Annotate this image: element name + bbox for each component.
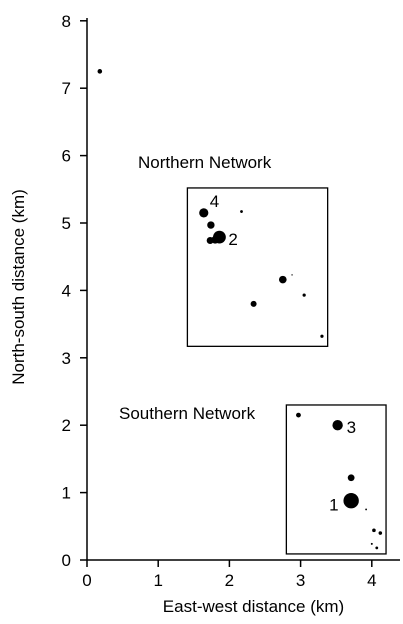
data-point: [343, 492, 359, 509]
y-tick-label: 5: [62, 214, 71, 233]
data-point: [279, 275, 287, 284]
x-tick-label: 1: [153, 571, 162, 590]
data-point: [378, 531, 383, 535]
y-tick-label: 2: [62, 416, 71, 435]
data-point: [250, 300, 257, 307]
data-point: [296, 412, 301, 418]
data-point: [365, 508, 368, 511]
y-axis-ticks: 0 1 2 3 4 5 6 7 8: [62, 12, 87, 570]
point-label: 1: [329, 496, 338, 515]
point-label: 3: [347, 418, 356, 437]
data-point: [240, 210, 243, 213]
plot-area: Northern Network Southern Network 42 3 1: [97, 69, 387, 555]
x-tick-label: 4: [367, 571, 376, 590]
point-label: 4: [210, 192, 219, 211]
data-point: [375, 546, 379, 550]
y-tick-label: 7: [62, 79, 71, 98]
x-axis-ticks: 0 1 2 3 4: [82, 560, 377, 590]
network-label: Northern Network: [138, 153, 272, 172]
data-point: [207, 221, 215, 229]
data-point: [97, 69, 103, 74]
data-point: [332, 420, 343, 431]
x-tick-label: 3: [296, 571, 305, 590]
data-point: [213, 230, 226, 244]
x-tick-label: 0: [82, 571, 91, 590]
y-tick-label: 1: [62, 484, 71, 503]
network-box: [285, 404, 387, 555]
data-point: [302, 293, 306, 297]
network-label: Southern Network: [119, 404, 256, 423]
point-label: 2: [228, 230, 237, 249]
data-point: [199, 208, 209, 218]
data-point: [291, 274, 293, 276]
x-axis-title: East-west distance (km): [163, 597, 344, 616]
y-tick-label: 0: [62, 551, 71, 570]
y-tick-label: 4: [62, 281, 71, 300]
data-point: [370, 542, 373, 545]
network-box: [186, 187, 329, 347]
y-tick-label: 8: [62, 12, 71, 31]
x-tick-label: 2: [225, 571, 234, 590]
y-tick-label: 6: [62, 147, 71, 166]
y-axis-title: North-south distance (km): [9, 189, 28, 385]
data-point: [347, 474, 355, 482]
y-tick-label: 3: [62, 349, 71, 368]
data-point: [372, 528, 376, 533]
data-point: [320, 334, 324, 338]
